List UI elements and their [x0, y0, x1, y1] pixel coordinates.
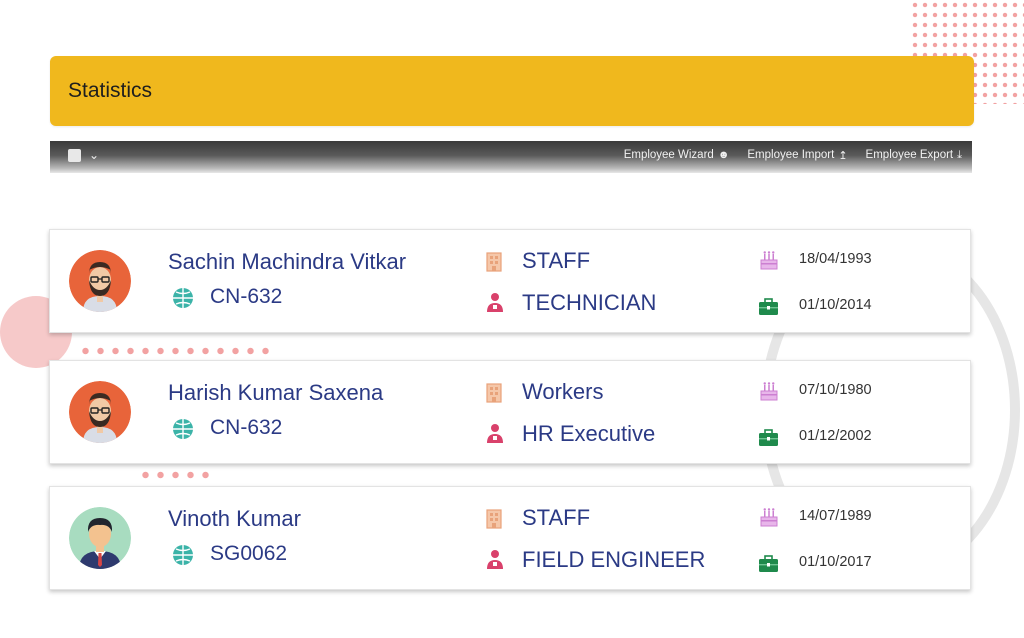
- building-icon: [486, 509, 502, 529]
- employee-export-label: Employee Export: [865, 149, 954, 161]
- employee-export-button[interactable]: Employee Export ⤓: [866, 149, 962, 162]
- employee-wizard-button[interactable]: Employee Wizard ☻: [624, 149, 730, 161]
- employee-role: HR Executive: [522, 421, 656, 446]
- building-icon: [486, 252, 502, 272]
- date-of-birth: 14/07/1989: [799, 508, 872, 524]
- date-of-birth: 18/04/1993: [799, 251, 872, 267]
- employee-name[interactable]: Sachin Machindra Vitkar: [168, 249, 407, 274]
- employee-toolbar: ⌄ Employee Wizard ☻ Employee Import ↥ Em…: [50, 141, 972, 173]
- person-icon: [487, 424, 503, 443]
- employee-role: TECHNICIAN: [522, 290, 657, 315]
- user-lock-icon: ☻: [717, 149, 730, 161]
- decorative-dot-row: [138, 470, 213, 480]
- birthday-cake-icon: [760, 251, 778, 270]
- decorative-dot-row: [78, 346, 273, 356]
- briefcase-icon: [759, 298, 778, 315]
- bearded-man-avatar: [69, 250, 131, 312]
- birthday-cake-icon: [760, 508, 778, 527]
- employee-wizard-label: Employee Wizard: [623, 149, 714, 161]
- briefcase-icon: [759, 555, 778, 572]
- employee-card[interactable]: Sachin Machindra Vitkar CN-632 STAFF TEC…: [49, 229, 971, 333]
- employee-category: STAFF: [522, 248, 591, 273]
- building-icon: [486, 383, 502, 403]
- employee-name[interactable]: Vinoth Kumar: [168, 506, 301, 531]
- chevron-down-icon[interactable]: ⌄: [89, 148, 100, 162]
- globe-icon: [173, 419, 193, 439]
- date-of-joining: 01/12/2002: [799, 428, 872, 444]
- globe-icon: [173, 545, 193, 565]
- employee-name[interactable]: Harish Kumar Saxena: [168, 380, 384, 405]
- import-icon: ↥: [838, 149, 848, 162]
- page-title: Statistics: [68, 79, 153, 102]
- date-of-birth: 07/10/1980: [799, 382, 872, 398]
- employee-code: CN-632: [210, 285, 283, 308]
- employee-code: SG0062: [210, 542, 288, 565]
- employee-import-label: Employee Import: [747, 149, 835, 161]
- bearded-man-avatar: [69, 381, 131, 443]
- statistics-header: Statistics: [50, 56, 974, 126]
- employee-category: STAFF: [522, 505, 591, 530]
- employee-import-button[interactable]: Employee Import ↥: [747, 149, 847, 162]
- date-of-joining: 01/10/2014: [799, 297, 872, 313]
- employee-category: Workers: [522, 379, 604, 404]
- employee-role: FIELD ENGINEER: [522, 547, 706, 572]
- select-all-checkbox[interactable]: [68, 148, 81, 162]
- briefcase-icon: [759, 429, 778, 446]
- download-icon: ⤓: [957, 148, 962, 161]
- date-of-joining: 01/10/2017: [799, 554, 872, 570]
- employee-code: CN-632: [210, 416, 283, 439]
- person-icon: [487, 550, 503, 569]
- birthday-cake-icon: [760, 382, 778, 401]
- employee-card[interactable]: Vinoth Kumar SG0062 STAFF FIELD ENGINEER…: [49, 486, 971, 590]
- person-icon: [487, 293, 503, 312]
- globe-icon: [173, 288, 193, 308]
- man-in-suit-avatar: [69, 507, 131, 569]
- employee-card[interactable]: Harish Kumar Saxena CN-632 Workers HR Ex…: [49, 360, 971, 464]
